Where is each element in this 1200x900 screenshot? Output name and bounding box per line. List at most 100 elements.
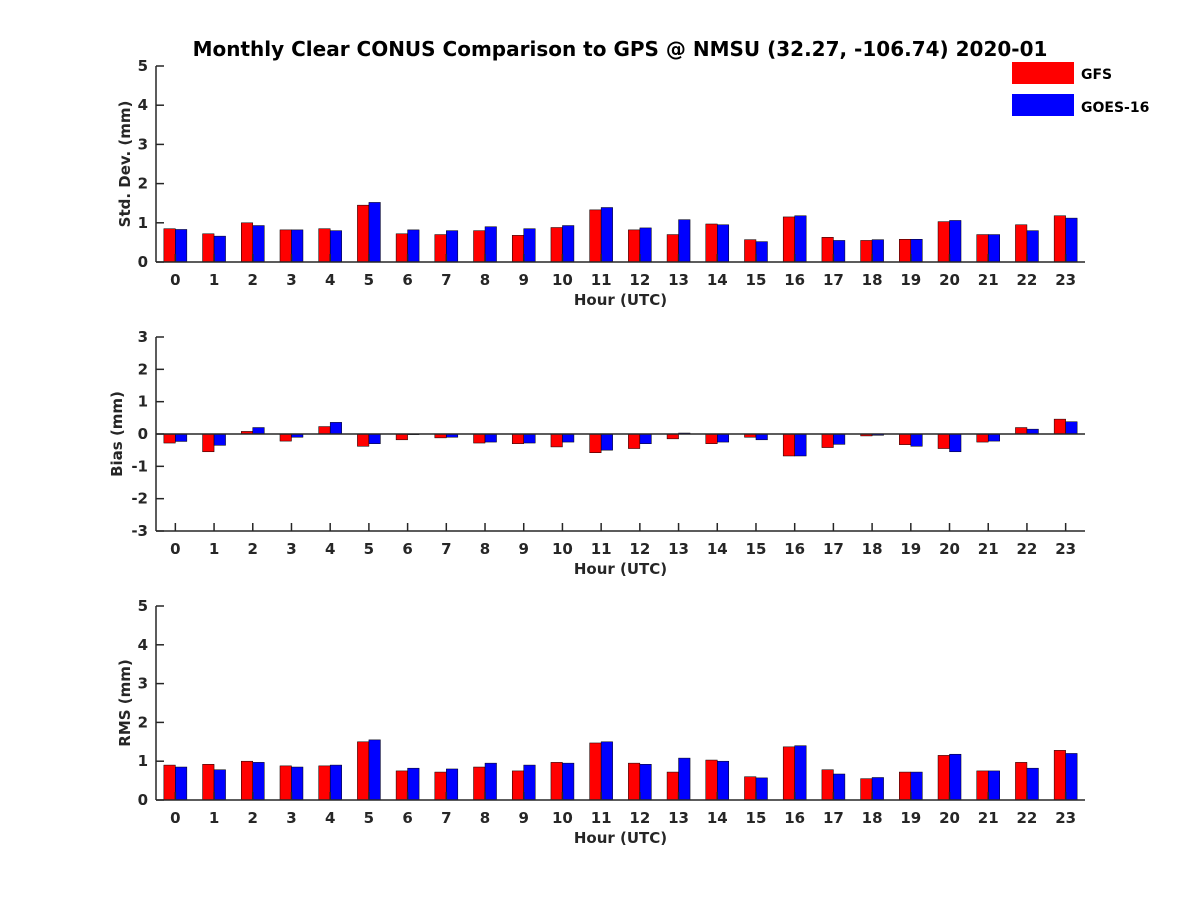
- x-tick-label-rms: 22: [1017, 809, 1038, 827]
- bar-bias-goes16-9: [523, 433, 536, 444]
- x-tick-label-bias: 1: [209, 540, 219, 558]
- x-tick-label-std: 8: [480, 271, 490, 289]
- x-tick-label-bias: 8: [480, 540, 490, 558]
- bar-std-goes16-2: [252, 225, 265, 263]
- bar-bias-gfs-11: [589, 433, 602, 453]
- y-tick-label-std: 2: [138, 175, 148, 193]
- bar-std-gfs-0: [163, 228, 176, 263]
- y-tick-label-rms: 4: [138, 636, 148, 654]
- bar-bias-goes16-16: [794, 433, 807, 457]
- y-tick-label-rms: 1: [138, 752, 148, 770]
- bar-bias-gfs-4: [318, 426, 331, 435]
- bar-bias-goes16-21: [987, 433, 1000, 442]
- x-tick-label-rms: 8: [480, 809, 490, 827]
- y-tick-label-std: 1: [138, 214, 148, 232]
- y-tick-label-bias: 3: [138, 328, 148, 346]
- legend-swatch-gfs: [1012, 62, 1074, 84]
- bar-std-goes16-12: [639, 227, 652, 263]
- x-tick-label-bias: 14: [707, 540, 728, 558]
- x-tick-label-std: 21: [978, 271, 999, 289]
- x-tick-label-bias: 17: [823, 540, 844, 558]
- bar-bias-goes16-11: [600, 433, 613, 451]
- x-tick-label-std: 2: [248, 271, 258, 289]
- bar-bias-gfs-3: [279, 433, 292, 442]
- legend-label-goes16: GOES-16: [1081, 100, 1149, 116]
- bar-bias-gfs-17: [821, 433, 834, 448]
- bar-std-goes16-11: [600, 207, 613, 263]
- bar-bias-gfs-6: [395, 433, 408, 441]
- x-tick-label-std: 23: [1055, 271, 1076, 289]
- bar-rms-goes16-23: [1065, 753, 1078, 801]
- bar-std-gfs-3: [279, 229, 292, 263]
- bar-rms-gfs-16: [782, 746, 795, 801]
- bar-bias-gfs-9: [511, 433, 524, 444]
- bar-std-goes16-13: [678, 219, 691, 263]
- x-tick-label-std: 9: [519, 271, 529, 289]
- bar-rms-gfs-8: [473, 766, 486, 801]
- y-tick-label-std: 0: [138, 253, 148, 271]
- bar-std-gfs-5: [357, 204, 370, 263]
- x-tick-label-rms: 7: [441, 809, 451, 827]
- y-tick-label-std: 4: [138, 96, 148, 114]
- y-axis-label-bias: Bias (mm): [108, 391, 126, 477]
- x-axis-label-std: Hour (UTC): [574, 291, 667, 309]
- bar-rms-gfs-19: [899, 771, 912, 801]
- x-tick-label-bias: 12: [629, 540, 650, 558]
- bar-std-gfs-14: [705, 223, 718, 263]
- x-tick-label-bias: 22: [1017, 540, 1038, 558]
- x-tick-label-bias: 16: [784, 540, 805, 558]
- x-tick-label-rms: 17: [823, 809, 844, 827]
- bar-rms-goes16-15: [755, 777, 768, 801]
- y-tick-label-std: 3: [138, 135, 148, 153]
- bar-rms-goes16-18: [871, 777, 884, 801]
- bar-bias-gfs-1: [202, 433, 215, 453]
- bar-rms-goes16-5: [368, 739, 381, 801]
- x-tick-label-std: 13: [668, 271, 689, 289]
- bar-rms-gfs-22: [1015, 762, 1028, 801]
- x-tick-label-std: 5: [364, 271, 374, 289]
- bar-bias-goes16-0: [175, 433, 188, 442]
- bar-std-goes16-15: [755, 241, 768, 263]
- x-tick-label-std: 3: [286, 271, 296, 289]
- bar-std-gfs-16: [782, 216, 795, 263]
- x-tick-label-std: 4: [325, 271, 335, 289]
- bar-rms-gfs-4: [318, 765, 331, 801]
- x-tick-label-rms: 5: [364, 809, 374, 827]
- x-tick-label-bias: 13: [668, 540, 689, 558]
- x-tick-label-std: 0: [170, 271, 180, 289]
- bar-rms-gfs-0: [163, 764, 176, 801]
- bar-std-gfs-13: [666, 234, 679, 263]
- bar-bias-goes16-8: [484, 433, 497, 443]
- bar-bias-gfs-16: [782, 433, 795, 457]
- bar-rms-goes16-8: [484, 762, 497, 801]
- bar-rms-gfs-12: [628, 762, 641, 801]
- y-tick-label-bias: 2: [138, 360, 148, 378]
- x-tick-label-rms: 9: [519, 809, 529, 827]
- x-axis-label-rms: Hour (UTC): [574, 829, 667, 847]
- bar-rms-goes16-2: [252, 762, 265, 801]
- bar-rms-goes16-14: [717, 760, 730, 801]
- bar-bias-gfs-19: [899, 433, 912, 445]
- bar-bias-gfs-20: [937, 433, 950, 449]
- bar-rms-gfs-2: [241, 760, 254, 801]
- bar-rms-goes16-11: [600, 741, 613, 801]
- bar-std-goes16-8: [484, 226, 497, 263]
- bar-rms-gfs-14: [705, 759, 718, 801]
- bar-rms-goes16-0: [175, 766, 188, 801]
- x-tick-label-std: 11: [591, 271, 612, 289]
- x-tick-label-bias: 15: [746, 540, 767, 558]
- x-tick-label-rms: 6: [402, 809, 412, 827]
- bar-bias-goes16-12: [639, 433, 652, 444]
- bar-std-gfs-4: [318, 228, 331, 263]
- bar-std-gfs-10: [550, 227, 563, 263]
- bar-std-gfs-6: [395, 233, 408, 263]
- bar-rms-goes16-10: [562, 762, 575, 801]
- x-tick-label-bias: 0: [170, 540, 180, 558]
- bar-rms-gfs-13: [666, 771, 679, 801]
- x-tick-label-rms: 2: [248, 809, 258, 827]
- x-tick-label-rms: 1: [209, 809, 219, 827]
- x-tick-label-std: 18: [862, 271, 883, 289]
- bar-std-gfs-12: [628, 229, 641, 263]
